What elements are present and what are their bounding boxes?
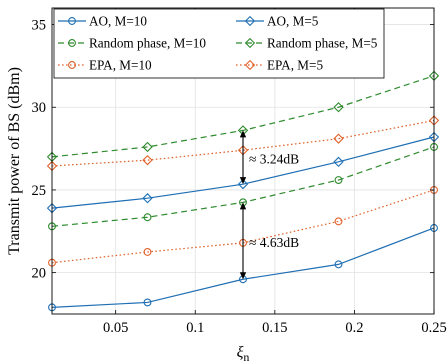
legend: AO, M=10 AO, M=5 Random phase, M=10 Random … — [54, 9, 384, 78]
x-tick-label: 0.1 — [186, 320, 204, 336]
data-point — [335, 218, 342, 225]
difference-annotation: ≈ 3.24dB — [240, 130, 299, 184]
legend-label: EPA, M=5 — [267, 58, 323, 73]
y-tick-label: 25 — [32, 183, 47, 199]
y-tick-label: 20 — [32, 266, 47, 282]
legend-label: Random phase, M=10 — [89, 36, 206, 51]
y-tick-label: 35 — [32, 18, 47, 34]
y-axis-label: Transmit power of BS (dBm) — [6, 67, 23, 255]
annotation-arrow-head-up — [240, 202, 246, 209]
legend-label: EPA, M=10 — [89, 58, 152, 73]
annotation-arrow-head-up — [240, 130, 246, 137]
annotation-label: ≈ 3.24dB — [249, 151, 299, 166]
x-axis-label: ξn — [237, 344, 250, 364]
x-tick-label: 0.15 — [262, 320, 287, 336]
annotation-label: ≈ 4.63dB — [249, 235, 299, 250]
legend-label: AO, M=5 — [267, 14, 319, 29]
difference-annotation: ≈ 4.63dB — [240, 202, 299, 279]
x-tick-label: 0.2 — [345, 320, 363, 336]
y-tick-label: 30 — [32, 100, 47, 116]
x-tick-label: 0.05 — [103, 320, 128, 336]
legend-label: Random phase, M=5 — [267, 36, 378, 51]
legend-label: AO, M=10 — [89, 14, 147, 29]
annotation-layer: ≈ 3.24dB ≈ 4.63dB — [240, 130, 299, 279]
x-tick-label: 0.25 — [421, 320, 446, 336]
x-axis-label-subscript: n — [243, 350, 249, 364]
annotation-arrow-head-down — [240, 272, 246, 279]
